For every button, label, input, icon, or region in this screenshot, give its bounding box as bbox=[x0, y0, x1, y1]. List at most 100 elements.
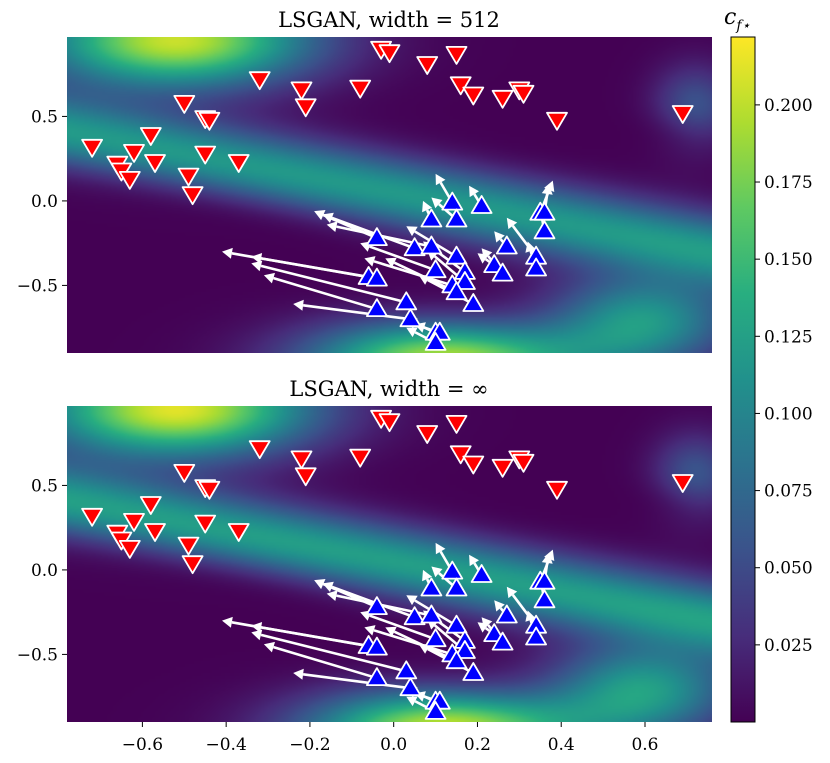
red-point bbox=[546, 111, 568, 131]
y-tick-label: 0.0 bbox=[31, 192, 58, 212]
blue-point bbox=[365, 298, 388, 318]
arrow-shaft bbox=[260, 633, 407, 673]
arrow-shaft bbox=[369, 245, 437, 272]
colorbar: cf⋆ 0.0250.0500.0750.1000.1250.1500.1750… bbox=[724, 5, 813, 723]
arrow-shaft bbox=[273, 645, 378, 680]
blue-point bbox=[424, 259, 447, 279]
arrow-head bbox=[494, 231, 505, 243]
colorbar-tick-label: 0.100 bbox=[764, 404, 813, 424]
arrow-shaft bbox=[302, 303, 411, 321]
blue-point bbox=[533, 589, 556, 609]
red-point bbox=[491, 458, 514, 478]
red-point bbox=[81, 138, 103, 158]
red-point bbox=[198, 480, 221, 500]
arrow-shaft bbox=[511, 225, 538, 258]
arrow-shaft bbox=[373, 629, 453, 656]
blue-point bbox=[491, 262, 514, 282]
red-point bbox=[118, 540, 141, 559]
red-point bbox=[177, 167, 200, 187]
red-point bbox=[173, 95, 196, 114]
arrow-head bbox=[263, 272, 275, 284]
blue-point bbox=[445, 208, 468, 228]
blue-point bbox=[403, 606, 426, 626]
red-point bbox=[181, 555, 204, 575]
blue-point bbox=[441, 191, 464, 211]
arrow-shaft bbox=[302, 672, 411, 690]
arrow-shaft bbox=[231, 252, 378, 280]
blue-point bbox=[470, 564, 493, 583]
red-point bbox=[349, 79, 372, 99]
arrow bbox=[251, 629, 407, 673]
heatmap-top bbox=[67, 37, 712, 353]
blue-point bbox=[453, 640, 476, 659]
red-point bbox=[227, 154, 250, 173]
colorbar-ticks: 0.025 0.050 0.075 0.100 0.125 0.150 0.175 0.200 bbox=[755, 96, 813, 656]
blue-point bbox=[462, 662, 485, 681]
red-point bbox=[512, 84, 535, 104]
arrow-head bbox=[431, 566, 443, 578]
blue-point bbox=[399, 677, 422, 697]
red-point bbox=[449, 76, 472, 96]
x-tick-label: −0.2 bbox=[289, 735, 330, 755]
x-tick-label: 0.0 bbox=[380, 735, 407, 755]
blue-point bbox=[445, 650, 468, 670]
red-point bbox=[227, 523, 250, 542]
red-point bbox=[290, 81, 313, 101]
arrow-head bbox=[435, 542, 446, 555]
blue-point bbox=[424, 701, 447, 720]
red-point bbox=[81, 507, 103, 527]
arrow-head bbox=[322, 212, 334, 223]
arrow-shaft bbox=[373, 260, 453, 287]
arrow-head bbox=[251, 629, 263, 641]
blue-point bbox=[445, 245, 468, 265]
colorbar-tick-label: 0.200 bbox=[764, 96, 813, 116]
red-point bbox=[248, 440, 271, 460]
blue-point bbox=[495, 604, 518, 624]
arrow-head bbox=[481, 617, 493, 629]
arrow-head bbox=[435, 173, 446, 186]
blue-point bbox=[445, 577, 468, 597]
arrow-head bbox=[481, 248, 493, 260]
red-point bbox=[671, 474, 694, 493]
arrow-head bbox=[326, 590, 338, 601]
arrow-head bbox=[251, 260, 263, 272]
red-point bbox=[118, 170, 141, 190]
arrow-head bbox=[541, 184, 553, 195]
red-point bbox=[462, 455, 485, 475]
arrow-shaft bbox=[369, 614, 437, 641]
blue-point bbox=[533, 570, 556, 590]
red-point bbox=[139, 496, 162, 515]
arrow-head bbox=[222, 247, 233, 259]
red-point bbox=[144, 154, 166, 173]
red-point bbox=[194, 145, 217, 165]
colorbar-gradient bbox=[730, 36, 756, 723]
colorbar-tick-label: 0.075 bbox=[764, 482, 813, 502]
arrow bbox=[222, 247, 378, 280]
y-tick-label: 0.0 bbox=[31, 561, 58, 581]
red-point bbox=[416, 56, 439, 75]
y-tick-label: −0.5 bbox=[17, 645, 58, 665]
blue-point bbox=[453, 271, 476, 290]
blue-point bbox=[399, 308, 422, 328]
red-point bbox=[294, 467, 317, 487]
arrow-head bbox=[469, 554, 479, 567]
x-tick-label: 0.6 bbox=[631, 735, 658, 755]
y-tick-label: 0.5 bbox=[31, 107, 58, 127]
red-point bbox=[198, 111, 221, 131]
blue-point bbox=[424, 331, 447, 351]
red-point bbox=[546, 480, 568, 500]
arrow-head bbox=[406, 595, 418, 606]
blue-point bbox=[420, 235, 443, 255]
arrow-head bbox=[422, 200, 433, 213]
arrow-head bbox=[385, 257, 397, 268]
blue-point bbox=[420, 577, 443, 597]
arrow-head bbox=[293, 668, 304, 680]
arrow-head bbox=[406, 696, 418, 707]
arrow bbox=[222, 616, 378, 649]
red-point bbox=[181, 186, 204, 206]
red-point bbox=[671, 105, 694, 124]
blue-point bbox=[395, 291, 418, 311]
colorbar-tick-label: 0.125 bbox=[764, 327, 813, 347]
red-point bbox=[462, 86, 485, 106]
arrow bbox=[506, 217, 538, 258]
